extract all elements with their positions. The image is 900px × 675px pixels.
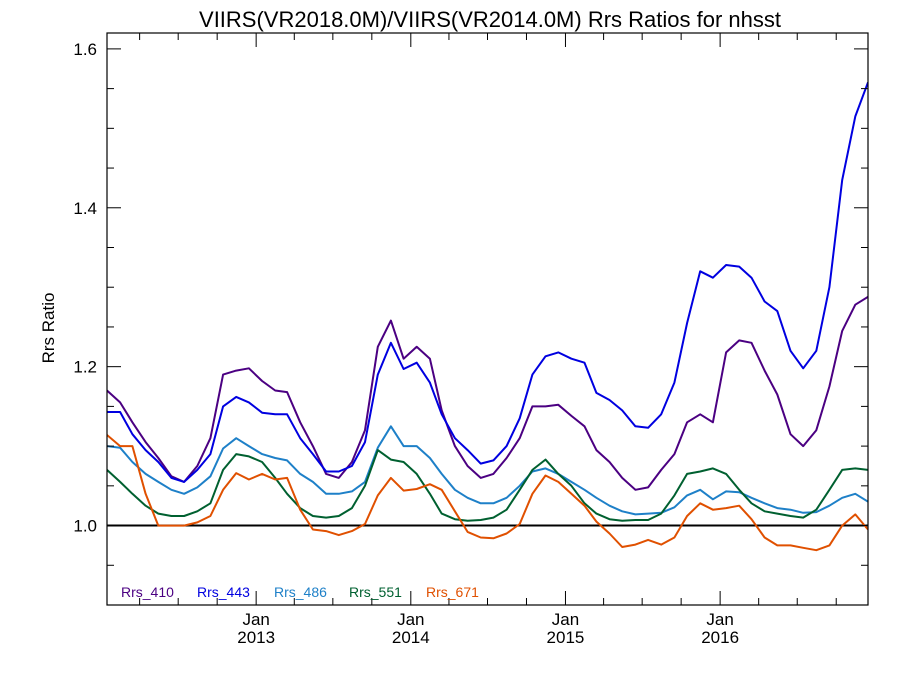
legend-entry-rrs-551: Rrs_551 xyxy=(349,584,402,600)
x-tick-label-month: Jan xyxy=(242,610,269,629)
x-tick-label-month: Jan xyxy=(552,610,579,629)
x-tick-label-year: 2015 xyxy=(547,628,585,647)
x-tick-label-year: 2014 xyxy=(392,628,430,647)
y-axis-label: Rrs Ratio xyxy=(39,293,58,364)
chart-title: VIIRS(VR2018.0M)/VIIRS(VR2014.0M) Rrs Ra… xyxy=(199,7,781,32)
series-line-rrs-486 xyxy=(107,425,868,516)
legend-entry-rrs-443: Rrs_443 xyxy=(197,584,250,600)
x-tick-label-year: 2013 xyxy=(237,628,275,647)
y-tick-label: 1.0 xyxy=(73,517,97,536)
legend: Rrs_410 Rrs_443 Rrs_486 Rrs_551 Rrs_671 xyxy=(121,584,479,600)
legend-entry-rrs-486: Rrs_486 xyxy=(274,584,327,600)
legend-entry-rrs-410: Rrs_410 xyxy=(121,584,174,600)
series-line-rrs-410 xyxy=(107,295,868,491)
x-tick-label-year: 2016 xyxy=(701,628,739,647)
series-line-rrs-443 xyxy=(107,81,868,483)
plot-area xyxy=(107,81,868,552)
y-tick-label: 1.6 xyxy=(73,40,97,59)
series-line-rrs-671 xyxy=(107,434,868,552)
legend-entry-rrs-671: Rrs_671 xyxy=(426,584,479,600)
x-tick-label-month: Jan xyxy=(706,610,733,629)
series-line-rrs-551 xyxy=(107,449,868,522)
y-tick-label: 1.2 xyxy=(73,358,97,377)
y-tick-label: 1.4 xyxy=(73,199,97,218)
x-tick-label-month: Jan xyxy=(397,610,424,629)
